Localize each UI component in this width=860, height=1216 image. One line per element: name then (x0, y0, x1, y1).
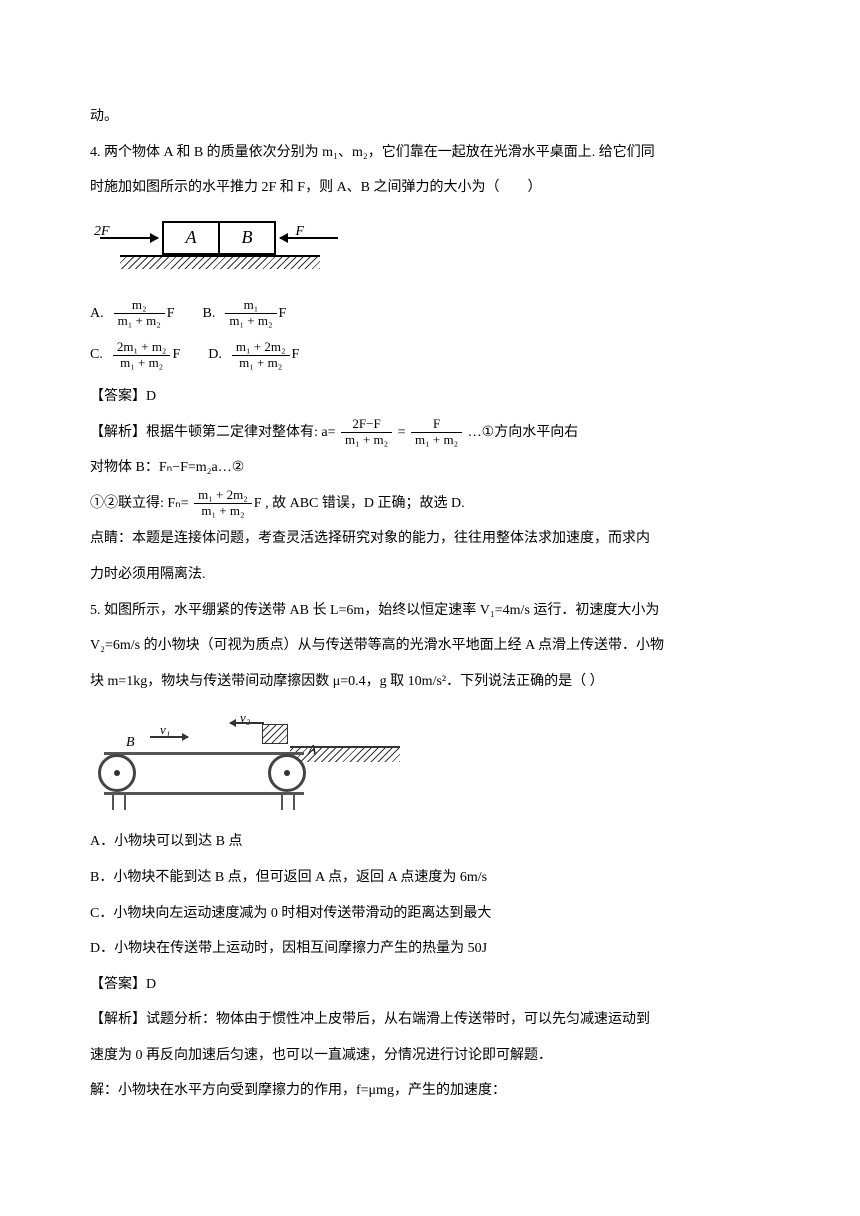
option-b-frac: m₁ m₁ + m₂ (225, 298, 276, 329)
q4-stem-2: 时施加如图所示的水平推力 2F 和 F，则 A、B 之间弹力的大小为（ ） (90, 171, 770, 205)
intro-tail: 动。 (90, 100, 770, 134)
frac-den: m₁ + m₂ (114, 314, 165, 329)
exp-text: 【解析】根据牛顿第二定律对整体有: a= (90, 425, 336, 440)
frac-tail: F (167, 297, 175, 331)
q4-exp-3: ①②联立得: Fₙ= m₁ + 2m₂ m₁ + m₂ F , 故 ABC 错误… (90, 487, 770, 521)
frac-num: F (411, 417, 462, 433)
q4-note-2: 力时必须用隔离法. (90, 558, 770, 592)
exp-frac-2: F m₁ + m₂ (411, 417, 462, 448)
block-a: A (162, 221, 220, 255)
q5-stem-2: V₂=6m/s 的小物块（可视为质点）从与传送带等高的光滑水平地面上经 A 点滑… (90, 629, 770, 663)
q5-option-c: C．小物块向左运动速度减为 0 时相对传送带滑动的距离达到最大 (90, 897, 770, 931)
leg-left (112, 794, 126, 810)
frac-den: m₁ + m₂ (232, 356, 290, 371)
velocity-arrow-right-icon (150, 736, 188, 738)
ground-hatch-icon (290, 748, 400, 762)
exp-tail: , 故 ABC 错误，D 正确；故选 D. (265, 496, 465, 511)
q5-stem-3: 块 m=1kg，物块与传送带间动摩擦因数 μ=0.4，g 取 10m/s²．下列… (90, 665, 770, 699)
option-b: B. m₁ m₁ + m₂ F (203, 297, 287, 331)
option-d-label: D. (208, 338, 222, 372)
fig2-v1-label: v₁ (160, 714, 170, 745)
frac-den: m₁ + m₂ (194, 504, 252, 519)
exp-frac-3: m₁ + 2m₂ m₁ + m₂ (194, 488, 252, 519)
q5-option-b: B．小物块不能到达 B 点，但可返回 A 点，返回 A 点速度为 6m/s (90, 861, 770, 895)
q5-option-d: D．小物块在传送带上运动时，因相互间摩擦力产生的热量为 50J (90, 932, 770, 966)
frac-den: m₁ + m₂ (225, 314, 276, 329)
frac-den: m₁ + m₂ (113, 356, 171, 371)
q4-note-1: 点睛：本题是连接体问题，考查灵活选择研究对象的能力，往往用整体法求加速度，而求内 (90, 522, 770, 556)
frac-num: m₁ + 2m₂ (194, 488, 252, 504)
frac-num: m₁ (225, 298, 276, 314)
block-hatch-icon (263, 725, 287, 743)
option-d-frac: m₁ + 2m₂ m₁ + m₂ (232, 340, 290, 371)
belt-bottom-line (104, 792, 304, 795)
exp-frac-1: 2F−F m₁ + m₂ (341, 417, 392, 448)
frac-tail: F (172, 338, 180, 372)
belt-top-line (104, 752, 304, 755)
block-b: B (220, 221, 276, 255)
fig2-v2-label: v₂ (240, 702, 250, 733)
q4-exp-2: 对物体 B：Fₙ−F=m₂a…② (90, 451, 770, 485)
frac-tail: F (254, 496, 262, 511)
q5-exp-2: 速度为 0 再反向加速后匀速，也可以一直减速，分情况进行讨论即可解题． (90, 1039, 770, 1073)
exp-tail: …①方向水平向右 (468, 425, 579, 440)
fig1-label-f: F (295, 215, 304, 249)
q4-stem-1: 4. 两个物体 A 和 B 的质量依次分别为 m₁、m₂，它们靠在一起放在光滑水… (90, 136, 770, 170)
q4-options-row2: C. 2m₁ + m₂ m₁ + m₂ F D. m₁ + 2m₂ m₁ + m… (90, 338, 770, 372)
q5-stem-1: 5. 如图所示，水平绷紧的传送带 AB 长 L=6m，始终以恒定速率 V₁=4m… (90, 594, 770, 628)
q5-exp-3: 解：小物块在水平方向受到摩擦力的作用，f=μmg，产生的加速度： (90, 1074, 770, 1108)
option-c: C. 2m₁ + m₂ m₁ + m₂ F (90, 338, 180, 372)
frac-den: m₁ + m₂ (341, 433, 392, 448)
leg-right (281, 794, 295, 810)
option-a: A. m₂ m₁ + m₂ F (90, 297, 175, 331)
q5-option-a: A．小物块可以到达 B 点 (90, 825, 770, 859)
exp-eq: = (398, 425, 406, 440)
option-d: D. m₁ + 2m₂ m₁ + m₂ F (208, 338, 299, 372)
figure-conveyor: B v₁ v₂ A (90, 706, 400, 811)
velocity-arrow-left-icon (230, 722, 264, 724)
frac-den: m₁ + m₂ (411, 433, 462, 448)
frac-num: m₂ (114, 298, 165, 314)
option-b-label: B. (203, 297, 216, 331)
force-arrow-left-icon (100, 237, 158, 239)
frac-tail: F (279, 297, 287, 331)
option-a-frac: m₂ m₁ + m₂ (114, 298, 165, 329)
figure-blocks: 2F A B F (90, 213, 350, 283)
roller-right-icon (268, 754, 306, 792)
q4-options-row1: A. m₂ m₁ + m₂ F B. m₁ m₁ + m₂ F (90, 297, 770, 331)
frac-num: 2m₁ + m₂ (113, 340, 171, 356)
frac-tail: F (292, 338, 300, 372)
ground-hatch-icon (120, 257, 320, 269)
option-a-label: A. (90, 297, 104, 331)
fig1-label-2f: 2F (94, 215, 110, 249)
roller-left-icon (98, 754, 136, 792)
option-c-frac: 2m₁ + m₂ m₁ + m₂ (113, 340, 171, 371)
q4-answer: 【答案】D (90, 380, 770, 414)
exp-text: ①②联立得: Fₙ= (90, 496, 189, 511)
frac-num: m₁ + 2m₂ (232, 340, 290, 356)
q5-exp-1: 【解析】试题分析：物体由于惯性冲上皮带后，从右端滑上传送带时，可以先匀减速运动到 (90, 1003, 770, 1037)
force-arrow-right-icon (280, 237, 338, 239)
option-c-label: C. (90, 338, 103, 372)
q5-answer: 【答案】D (90, 968, 770, 1002)
q4-exp-1: 【解析】根据牛顿第二定律对整体有: a= 2F−F m₁ + m₂ = F m₁… (90, 416, 770, 450)
frac-num: 2F−F (341, 417, 392, 433)
